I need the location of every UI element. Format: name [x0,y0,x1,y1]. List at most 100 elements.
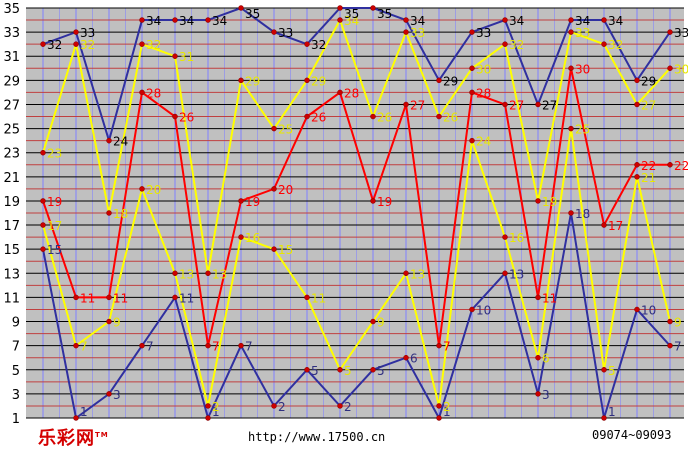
data-label: 7 [245,340,253,354]
data-point [469,137,475,144]
data-point [667,162,673,168]
data-point [469,65,475,72]
data-point [271,186,277,192]
data-point [271,29,277,35]
data-point [205,342,211,349]
series-line-5 [42,6,671,145]
data-point [667,65,673,72]
data-label: 22 [641,159,656,173]
data-point [502,101,508,108]
data-label: 23 [47,147,62,161]
data-point [337,367,343,373]
data-label: 30 [674,62,688,76]
data-point [106,294,112,301]
data-label: 21 [641,171,656,185]
y-tick-label: 33 [3,26,20,41]
data-point [535,198,541,204]
data-point [73,294,79,301]
data-label: 18 [575,207,590,221]
data-point [238,77,244,84]
data-label: 29 [311,74,326,88]
data-point [403,101,409,108]
data-label: 34 [146,14,161,28]
data-point [304,41,310,47]
data-label: 28 [344,86,359,100]
y-tick-label: 35 [3,2,20,17]
data-label: 10 [641,303,656,317]
data-label: 32 [80,38,95,52]
data-point [106,391,112,397]
data-label: 35 [344,7,359,21]
data-point [172,53,178,59]
data-label: 31 [179,50,194,64]
data-point [304,113,310,120]
data-point [304,77,310,84]
data-label: 11 [80,291,95,305]
data-label: 9 [674,316,682,330]
data-label: 13 [179,267,194,281]
y-tick-label: 5 [12,364,20,379]
data-label: 15 [278,243,293,257]
y-tick-label: 27 [3,98,20,113]
data-label: 26 [377,111,392,125]
data-point [139,89,145,96]
data-label: 34 [509,14,524,28]
data-point [205,17,211,23]
series-lines [42,6,671,421]
data-point [172,113,178,120]
data-label: 34 [179,14,194,28]
data-label: 35 [245,7,260,21]
brand-name: 乐彩网 [38,428,95,449]
data-point [502,270,508,277]
data-point [502,17,508,23]
data-label: 26 [443,111,458,125]
data-label: 7 [146,340,154,354]
y-tick-label: 21 [3,171,20,186]
data-label: 3 [113,388,121,402]
site-url[interactable]: http://www.17500.cn [248,430,386,444]
data-point [172,294,178,301]
data-label: 7 [212,340,220,354]
data-label: 19 [47,195,62,209]
data-label: 19 [542,195,557,209]
data-point [238,5,244,11]
data-label: 33 [80,26,95,40]
data-label: 5 [377,364,385,378]
data-label: 33 [575,26,590,40]
trademark-mark: TM [95,431,109,439]
data-point [469,29,475,35]
y-tick-label: 1 [12,412,20,427]
data-label: 29 [245,74,260,88]
data-label: 29 [641,74,656,88]
data-point [205,270,211,277]
data-label: 13 [509,267,524,281]
data-label: 32 [47,38,62,52]
data-label: 2 [443,400,451,414]
data-point [436,77,442,84]
y-tick-label: 31 [3,50,20,65]
data-label: 34 [608,14,623,28]
data-label: 32 [608,38,623,52]
data-point [502,234,508,240]
y-tick-label: 25 [3,123,20,138]
data-label: 18 [113,207,128,221]
data-label: 34 [344,14,359,28]
data-label: 2 [212,400,220,414]
data-label: 24 [113,135,128,149]
data-point [271,125,277,132]
data-label: 27 [509,98,524,112]
data-point [634,77,640,84]
data-point [139,186,145,192]
data-point [337,89,343,96]
data-point [370,318,376,325]
data-point [139,342,145,349]
data-point [403,29,409,35]
data-point [634,306,640,313]
data-label: 11 [179,291,194,305]
data-label: 13 [410,267,425,281]
data-point [667,318,673,325]
data-label: 15 [47,243,62,257]
issue-range: 09074~09093 [592,428,672,442]
data-label: 25 [575,123,590,137]
